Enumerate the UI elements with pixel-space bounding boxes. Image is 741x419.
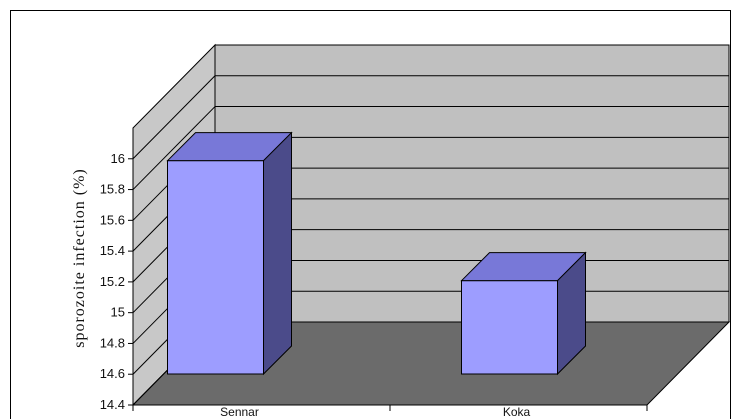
y-tick-label: 15.6 [100,212,125,227]
bar-side [263,131,292,376]
y-tick-labels: 14.4 14.6 14.8 15 15.2 15.4 15.6 15.8 16 [100,151,125,412]
y-axis-title: sporozoite infection (%) [71,168,88,348]
y-tick-label: 15.4 [100,243,125,258]
y-tick-label: 14.4 [100,397,125,412]
gridline-side [132,75,216,160]
y-tick-label: 15 [111,305,125,320]
y-tick-label: 14.8 [100,335,125,350]
bar-front [167,160,264,375]
bar-side [557,251,586,376]
y-tick-label: 15.2 [100,274,125,289]
y-tick-label: 16 [111,151,125,166]
bars [166,131,587,376]
y-tick-label: 14.6 [100,366,125,381]
y-tick-label: 15.8 [100,182,125,197]
bar-front [461,280,558,375]
axes [128,128,648,411]
x-category-label: Sennar [220,405,259,419]
gridline-side [132,106,216,190]
x-category-labels: Sennar Koka [220,405,530,419]
x-category-label: Koka [503,405,531,419]
